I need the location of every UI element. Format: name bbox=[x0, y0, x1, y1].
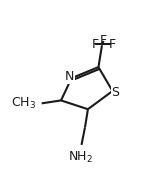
Text: S: S bbox=[111, 86, 119, 99]
Text: NH$_2$: NH$_2$ bbox=[68, 150, 93, 165]
Text: F: F bbox=[91, 38, 98, 51]
Text: N: N bbox=[64, 70, 74, 83]
Text: F: F bbox=[109, 38, 116, 51]
Text: CH$_3$: CH$_3$ bbox=[11, 96, 36, 111]
Text: F: F bbox=[100, 34, 107, 47]
